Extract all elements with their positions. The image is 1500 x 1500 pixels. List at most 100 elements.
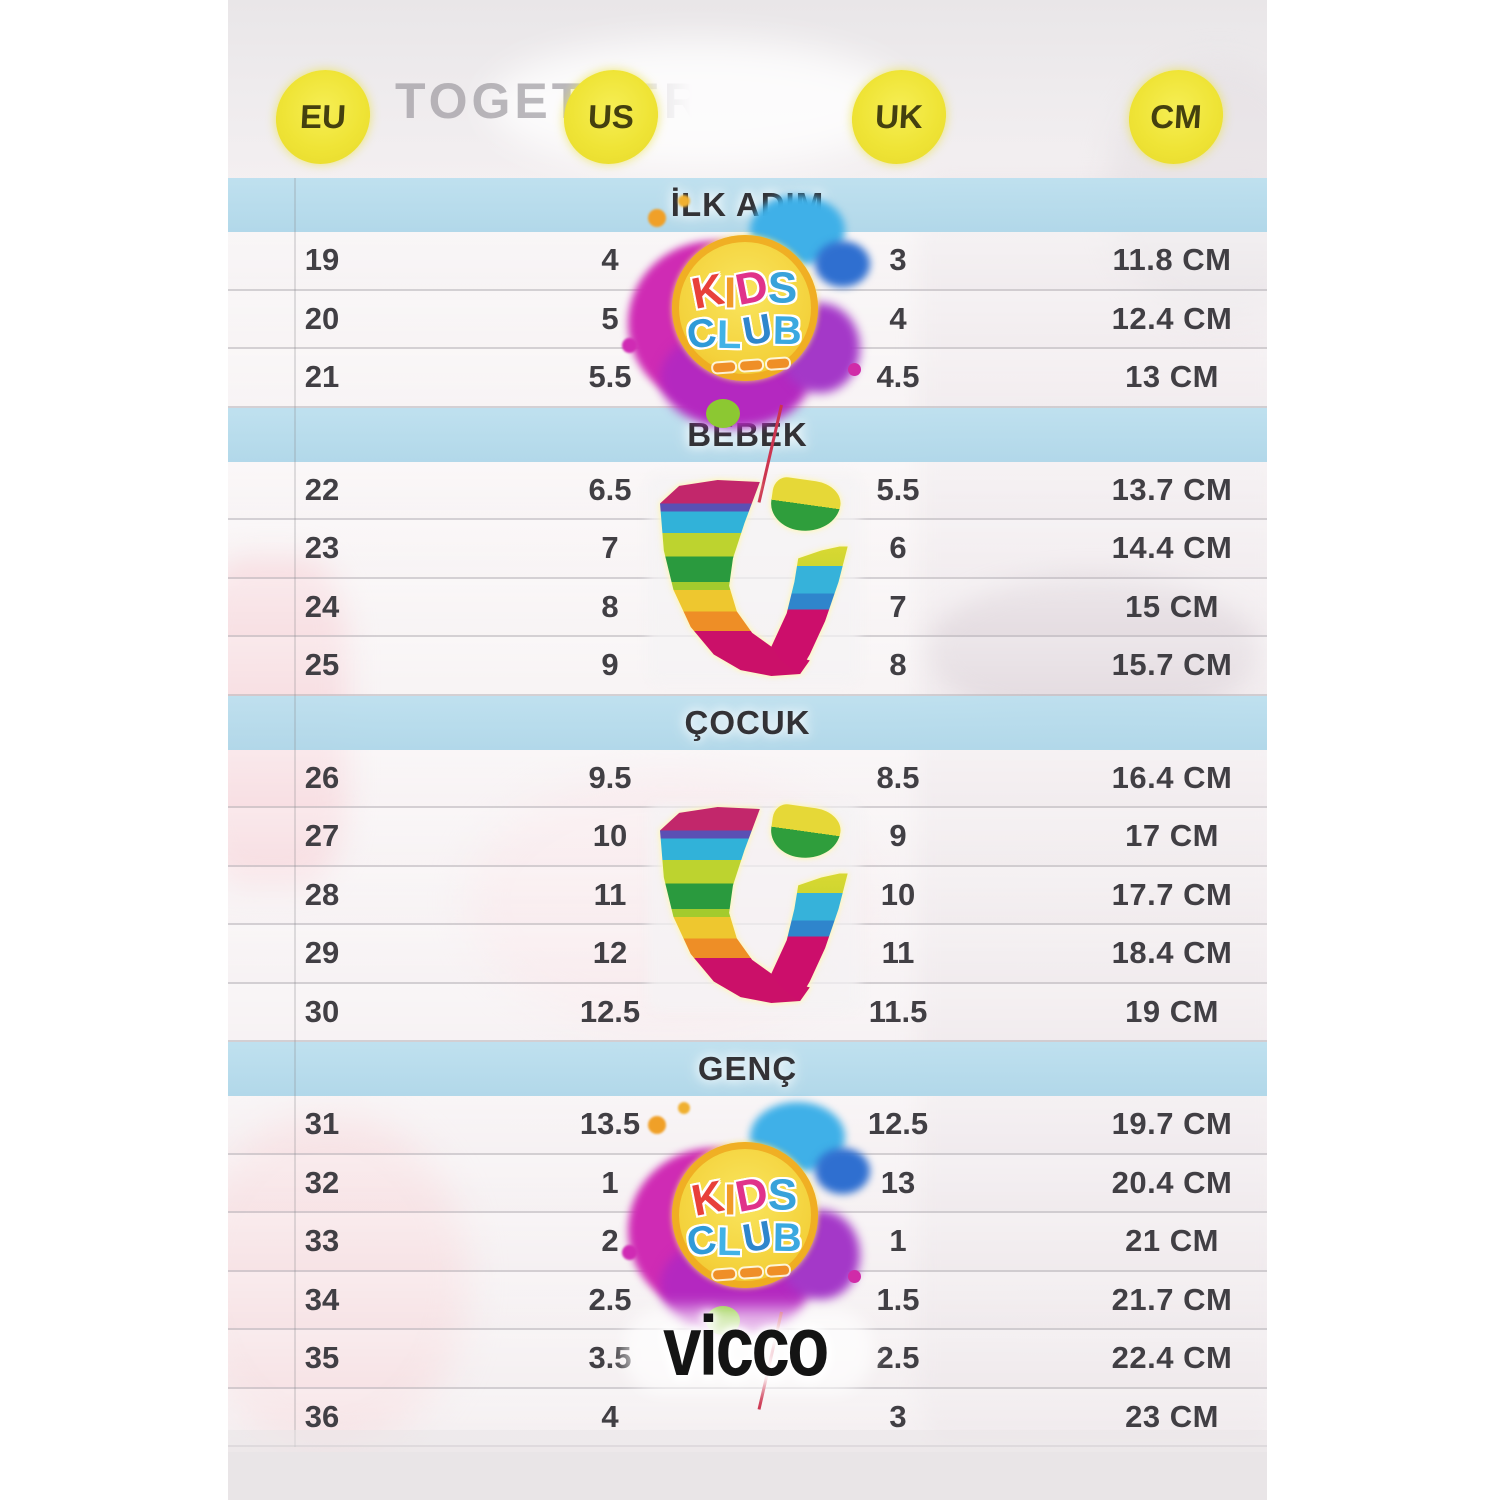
cell-uk: 7	[889, 588, 907, 624]
cell-cm: 18.4 CM	[1111, 935, 1233, 971]
cell-uk: 9	[889, 818, 907, 854]
table-row: 26 9.5 8.5 16.4 CM	[228, 749, 1267, 808]
kids-club-logo: KIDS CLUB	[620, 1100, 870, 1410]
paint-dot	[848, 363, 861, 376]
cell-uk: 4	[889, 300, 907, 336]
cell-cm: 23 CM	[1125, 1398, 1219, 1434]
logo-letter: L	[716, 1219, 744, 1265]
cell-eu: 30	[304, 993, 340, 1029]
cell-uk: 3	[889, 1398, 907, 1434]
right-margin	[1267, 0, 1500, 1500]
cell-uk: 1	[889, 1223, 907, 1259]
section-header-1: İLK ADIM	[228, 178, 1267, 232]
cell-cm: 16.4 CM	[1111, 759, 1233, 795]
cell-us: 2	[601, 1223, 619, 1259]
cell-eu: 20	[304, 300, 340, 336]
cell-cm: 13 CM	[1125, 359, 1219, 395]
v-accent	[768, 475, 844, 536]
table-row: 30 12.5 11.5 19 CM	[228, 983, 1267, 1042]
cell-cm: 19.7 CM	[1111, 1106, 1233, 1142]
cell-cm: 19 CM	[1125, 993, 1219, 1029]
cell-us: 6.5	[588, 471, 632, 507]
cell-eu: 26	[304, 759, 340, 795]
logo-letter: B	[772, 1215, 803, 1261]
cell-uk: 10	[880, 876, 916, 912]
cell-eu: 31	[304, 1106, 340, 1142]
background-photo: TOGETHER İLK ADIM 19 4 3 11.8 CM 20 5 4 …	[228, 0, 1267, 1500]
cell-eu: 28	[304, 876, 340, 912]
logo-letter: B	[772, 308, 803, 354]
cell-cm: 11.8 CM	[1112, 242, 1232, 278]
cell-cm: 17 CM	[1125, 818, 1219, 854]
cell-us: 7	[601, 530, 619, 566]
cell-eu: 35	[304, 1340, 340, 1376]
logo-letter: C	[683, 309, 722, 359]
cell-uk: 1.5	[876, 1281, 920, 1317]
cell-eu: 22	[304, 471, 340, 507]
cell-uk: 12.5	[867, 1106, 929, 1142]
paint-splash	[815, 241, 870, 287]
cell-eu: 19	[304, 242, 340, 278]
paint-dot	[848, 1270, 861, 1283]
section-header-3: ÇOCUK	[228, 695, 1267, 750]
cell-us: 5.5	[588, 359, 632, 395]
cell-us: 12.5	[579, 993, 641, 1029]
logo-letter: L	[716, 312, 744, 358]
photo-bottom-fade	[228, 1430, 1267, 1454]
cell-us: 1	[601, 1164, 619, 1200]
cell-eu: 24	[304, 588, 340, 624]
cell-uk: 4.5	[876, 359, 920, 395]
vicco-v-logo	[660, 802, 852, 1003]
cell-uk: 11.5	[868, 993, 928, 1029]
cell-cm: 15.7 CM	[1111, 647, 1233, 683]
paint-dot	[678, 1102, 690, 1114]
v-accent	[768, 802, 844, 863]
cell-us: 9	[601, 647, 619, 683]
cell-cm: 15 CM	[1125, 588, 1219, 624]
cell-cm: 21 CM	[1125, 1223, 1219, 1259]
logo-letter: U	[739, 305, 777, 355]
cell-us: 13.5	[579, 1106, 641, 1142]
cell-cm: 14.4 CM	[1111, 530, 1233, 566]
cell-eu: 23	[304, 530, 340, 566]
cell-uk: 13	[880, 1164, 916, 1200]
photo-highlight	[488, 40, 908, 170]
cell-us: 10	[592, 818, 628, 854]
wordmark-backdrop	[623, 1308, 873, 1394]
paint-dot	[648, 209, 666, 227]
table-vertical-gridline	[294, 178, 296, 1447]
cell-eu: 32	[304, 1164, 340, 1200]
cell-uk: 5.5	[876, 471, 920, 507]
cell-us: 4	[601, 1398, 619, 1434]
logo-letter: S	[768, 263, 798, 313]
cell-cm: 13.7 CM	[1111, 471, 1233, 507]
cell-eu: 36	[304, 1398, 340, 1434]
vicco-wordmark: vicco	[663, 1299, 829, 1393]
cell-us: 5	[601, 300, 619, 336]
paint-dot	[622, 1245, 637, 1260]
cell-uk: 2.5	[876, 1340, 920, 1376]
cell-cm: 17.7 CM	[1111, 876, 1233, 912]
cell-cm: 12.4 CM	[1111, 300, 1233, 336]
section-title: ÇOCUK	[684, 703, 811, 741]
kids-club-sun	[672, 1142, 818, 1288]
logo-letter: U	[739, 1212, 777, 1262]
cell-us: 2.5	[588, 1281, 632, 1317]
section-title: GENÇ	[697, 1050, 798, 1087]
section-header-4: GENÇ	[228, 1042, 1267, 1096]
cell-uk: 3	[889, 242, 907, 278]
logo-letter: S	[768, 1170, 798, 1220]
vicco-v-logo	[660, 475, 852, 676]
cell-eu: 27	[304, 818, 340, 854]
logo-letter: C	[683, 1216, 722, 1266]
cell-cm: 22.4 CM	[1111, 1340, 1233, 1376]
cell-eu: 33	[304, 1223, 340, 1259]
cell-uk: 6	[889, 530, 907, 566]
cell-cm: 21.7 CM	[1111, 1281, 1233, 1317]
paint-dot	[678, 195, 690, 207]
cell-uk: 11	[881, 935, 915, 971]
cell-us: 8	[601, 588, 619, 624]
cell-us: 12	[592, 935, 628, 971]
photo-bottom-gray	[228, 1452, 1267, 1500]
